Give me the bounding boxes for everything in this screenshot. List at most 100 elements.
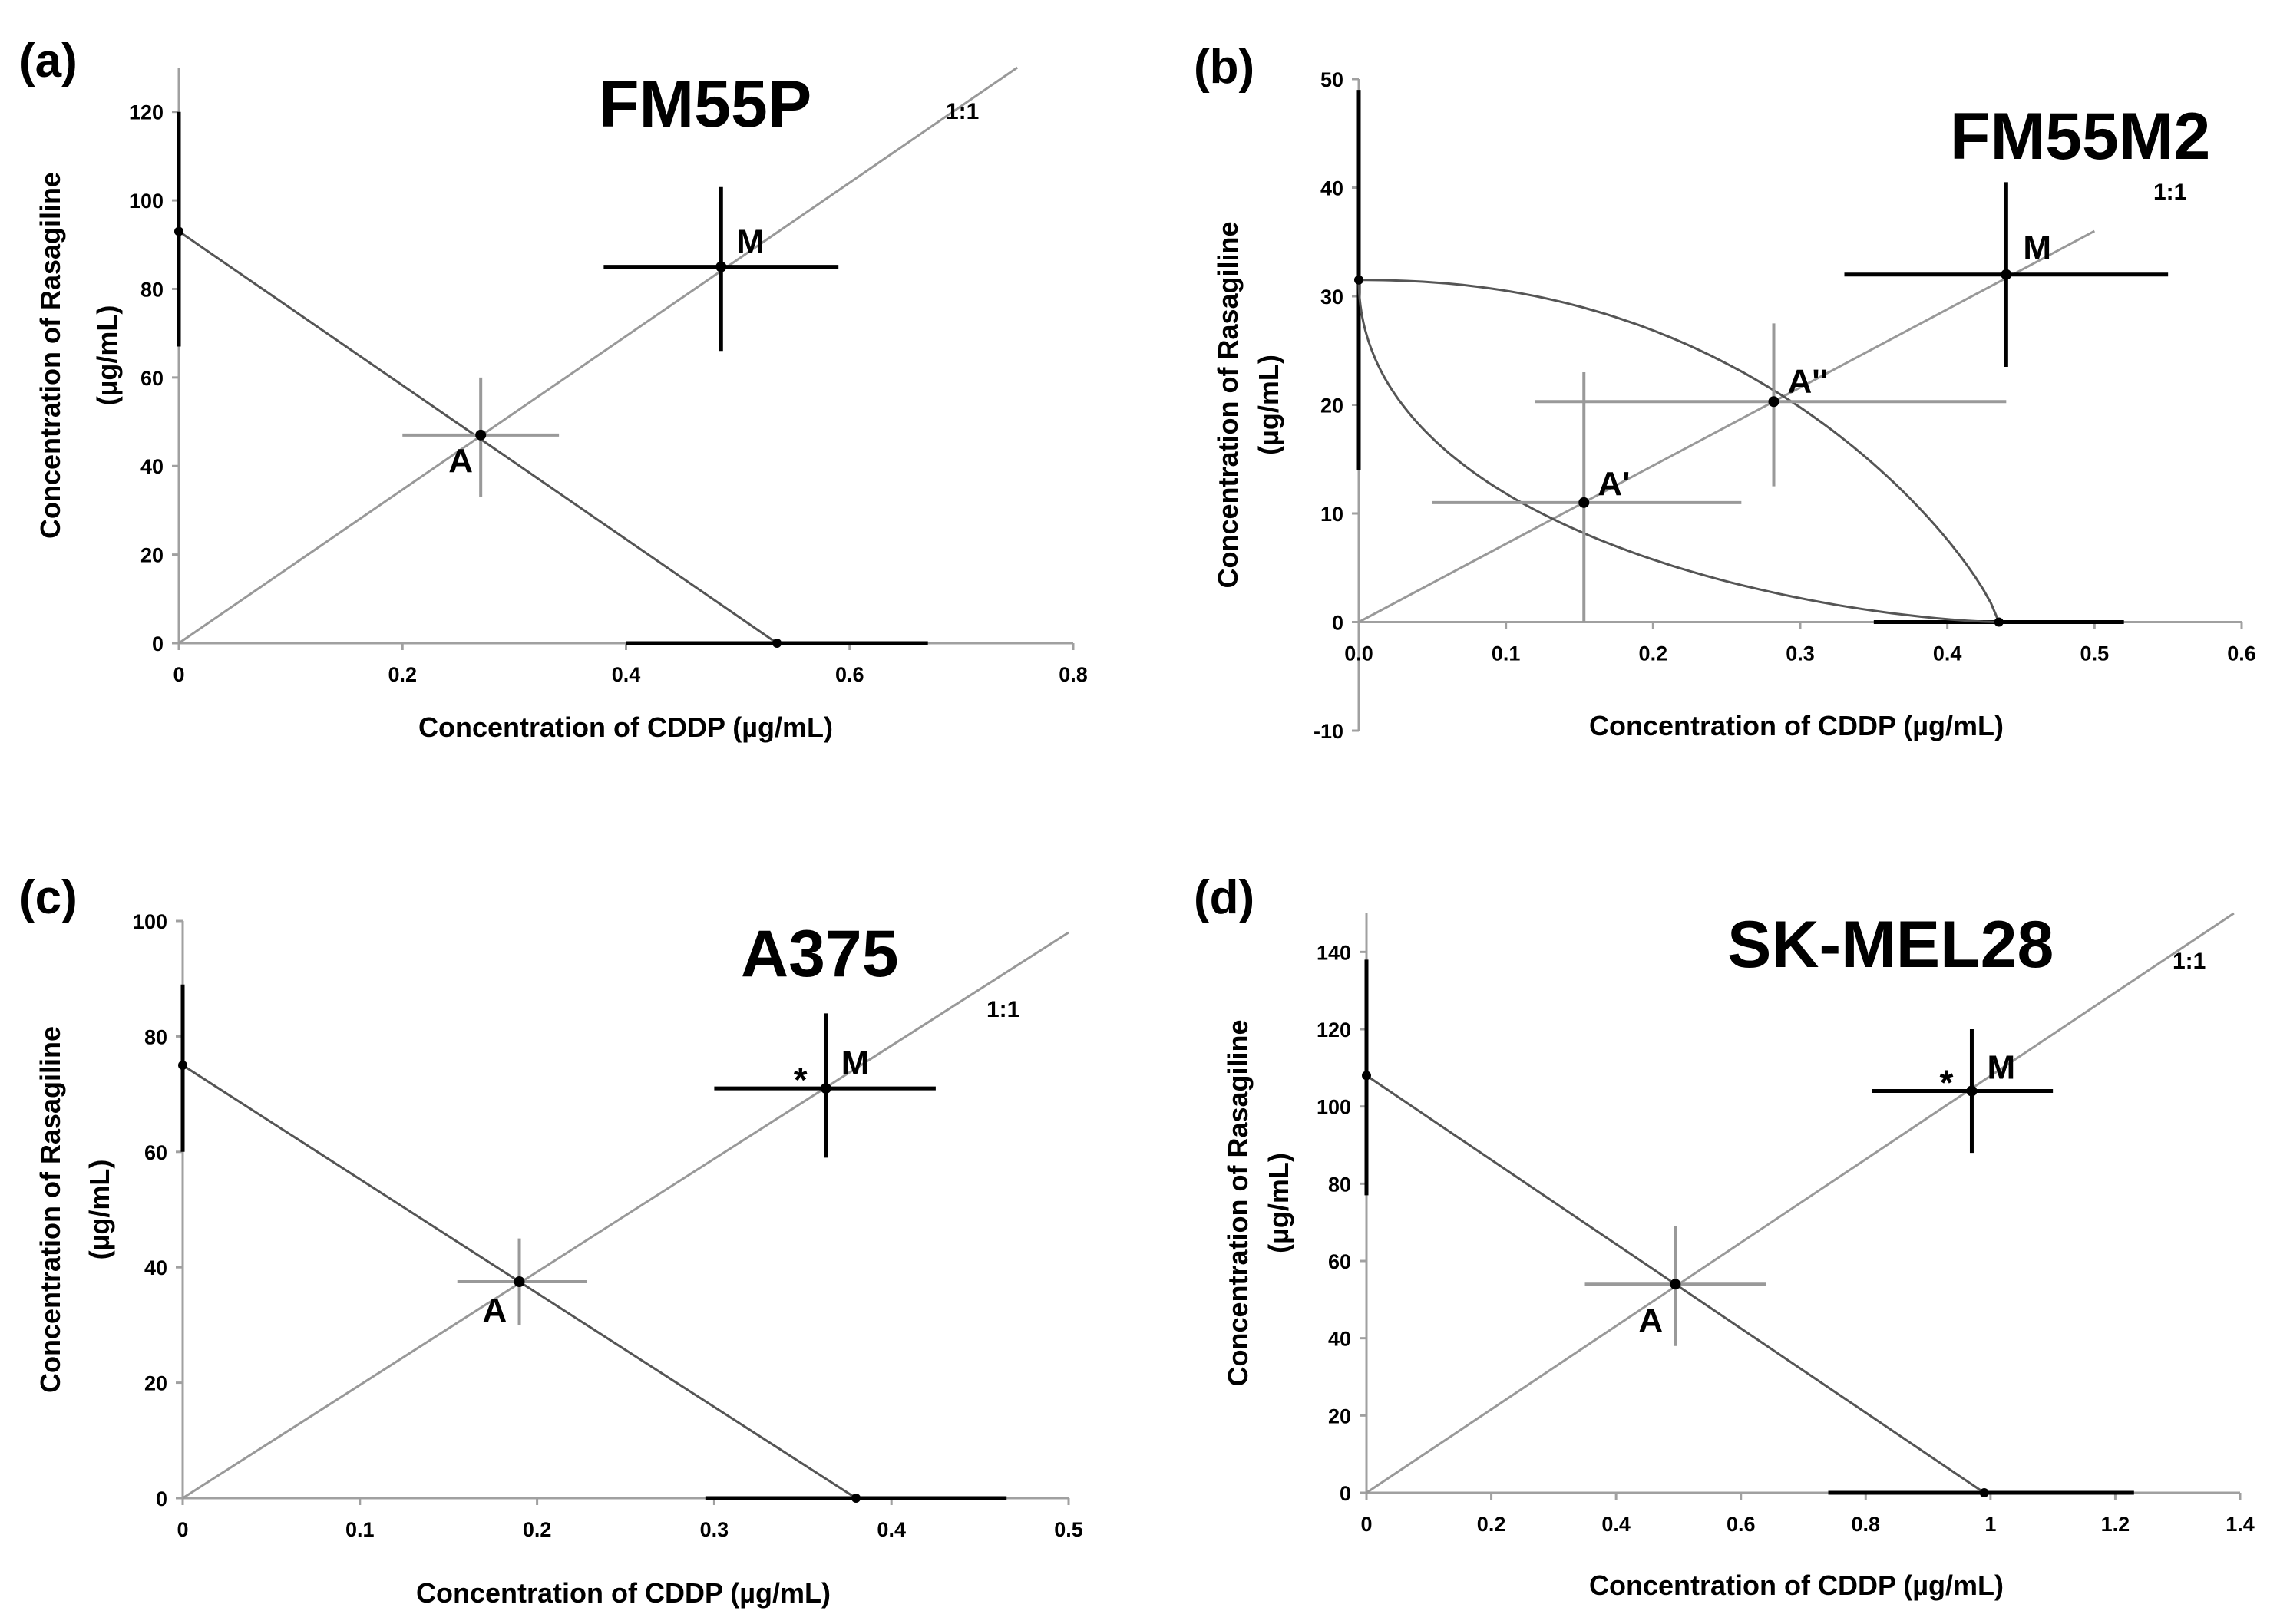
y-tick-label: 40 [1328,1328,1351,1351]
x-tick-label: 0.1 [345,1518,375,1541]
y-axis-title-units: (µg/mL) [1253,355,1284,455]
data-point [1578,497,1590,508]
ratio-label: 1:1 [2153,180,2186,205]
x-tick-label: 0.6 [835,663,864,686]
x-tick-label: 0 [173,663,184,686]
point-label: A'' [1788,362,1829,400]
ratio-line [182,931,1069,1500]
data-point [1768,396,1779,408]
y-tick-label: 80 [140,278,164,301]
data-point [820,1083,831,1094]
x-intercept-point [851,1494,861,1503]
panel-b: (b) FM55M2 -10 0 10 20 30 40 50 0.0 0.1 0.2 0.3 0.4 0.… [1194,41,2256,743]
panel-a: (a) FM55P 0 20 40 60 80 100 120 0 0.2 0.4 0.6 0.8 Conc… [19,35,1088,743]
y-tick-label: 120 [1317,1018,1351,1041]
data-point [1670,1279,1681,1290]
x-intercept-point [772,639,782,648]
upper-isobole [1359,279,2001,623]
ratio-line [1358,229,2096,623]
point-label: M [736,223,765,261]
chart-title: FM55M2 [1950,100,2210,173]
y-tick-label: 100 [129,190,164,213]
y-tick-label: 0 [1332,612,1343,635]
ratio-line [1366,912,2235,1494]
x-tick-label: 0.4 [1601,1513,1631,1536]
y-tick-label: 60 [1328,1250,1351,1273]
ratio-line [178,66,1019,645]
x-tick-label: 0 [177,1518,188,1541]
x-intercept-point [1994,617,2004,627]
y-tick-label: 40 [140,455,164,478]
x-tick-label: 0.8 [1852,1513,1881,1536]
y-tick-label: -10 [1314,720,1343,743]
y-tick-label: 40 [1320,177,1343,200]
y-tick-label: 120 [129,101,164,124]
x-tick-label: 0.1 [1492,642,1521,665]
ratio-label: 1:1 [946,99,979,124]
y-tick-label: 10 [1320,503,1343,526]
x-axis-title: Concentration of CDDP (µg/mL) [1589,1570,2004,1601]
x-tick-label: 0.0 [1344,642,1373,665]
chart-title: FM55P [599,68,811,141]
x-tick-label: 0.2 [523,1518,552,1541]
x-tick-label: 0.2 [388,663,417,686]
data-point [514,1276,525,1287]
point-label: A' [1598,465,1630,503]
y-tick-label: 100 [133,910,167,933]
chart-title: A375 [741,917,899,991]
y-tick-label: 50 [1320,68,1343,91]
y-tick-label: 0 [156,1487,167,1510]
x-tick-label: 1.4 [2226,1513,2255,1536]
x-tick-label: 0.3 [700,1518,729,1541]
point-label: A [483,1292,507,1329]
point-label: A [1638,1302,1663,1339]
y-axis-title: Concentration of Rasagiline [1222,1019,1254,1386]
x-axis-title: Concentration of CDDP (µg/mL) [416,1577,831,1609]
y-tick-label: 80 [144,1025,167,1048]
panel-d: (d) SK-MEL28 0 20 40 60 80 100 120 140 0 0.2 0.4 0.6 0… [1194,871,2255,1601]
ratio-label: 1:1 [986,997,1019,1022]
y-intercept-point [1362,1071,1371,1081]
x-intercept-point [1979,1488,1989,1497]
y-intercept-point [178,1061,187,1070]
ratio-label: 1:1 [2173,949,2206,974]
y-tick-label: 60 [140,367,164,390]
data-point [1966,1085,1978,1097]
y-tick-label: 0 [1340,1482,1351,1505]
point-label: M [1987,1049,2015,1087]
y-tick-label: 0 [152,632,164,655]
panel-label: (c) [19,871,78,924]
y-tick-label: 20 [1320,394,1343,418]
x-tick-label: 0 [1360,1513,1372,1536]
data-point [2001,269,2012,280]
x-tick-label: 0.3 [1786,642,1815,665]
x-tick-label: 0.4 [1933,642,1962,665]
x-tick-label: 0.2 [1639,642,1668,665]
point-label: M [841,1045,870,1082]
significance-star: * [794,1060,808,1100]
panel-c: (c) A375 0 20 40 60 80 100 0 0.1 0.2 0.3 0.4 0.5 Conce… [19,871,1083,1609]
x-tick-label: 0.6 [1727,1513,1756,1536]
y-tick-label: 60 [144,1141,167,1164]
data-point [475,429,487,441]
x-tick-label: 0.5 [2080,642,2110,665]
x-tick-label: 1.2 [2101,1513,2130,1536]
panel-label: (a) [19,35,78,87]
point-label: A [448,442,473,480]
y-tick-label: 30 [1320,286,1343,309]
y-tick-label: 20 [140,544,164,567]
y-tick-label: 20 [1328,1404,1351,1428]
x-tick-label: 0.6 [2227,642,2256,665]
chart-title: SK-MEL28 [1727,908,2054,982]
y-axis-title: Concentration of Rasagiline [1212,221,1244,588]
y-axis-title: Concentration of Rasagiline [35,172,66,539]
y-tick-label: 40 [144,1256,167,1279]
y-tick-label: 80 [1328,1173,1351,1196]
y-axis-title-units: (µg/mL) [1263,1153,1294,1253]
x-axis-title: Concentration of CDDP (µg/mL) [418,711,833,743]
y-tick-label: 140 [1317,941,1351,964]
x-tick-label: 1 [1984,1513,1996,1536]
x-tick-label: 0.4 [877,1518,906,1541]
x-tick-label: 0.2 [1477,1513,1506,1536]
